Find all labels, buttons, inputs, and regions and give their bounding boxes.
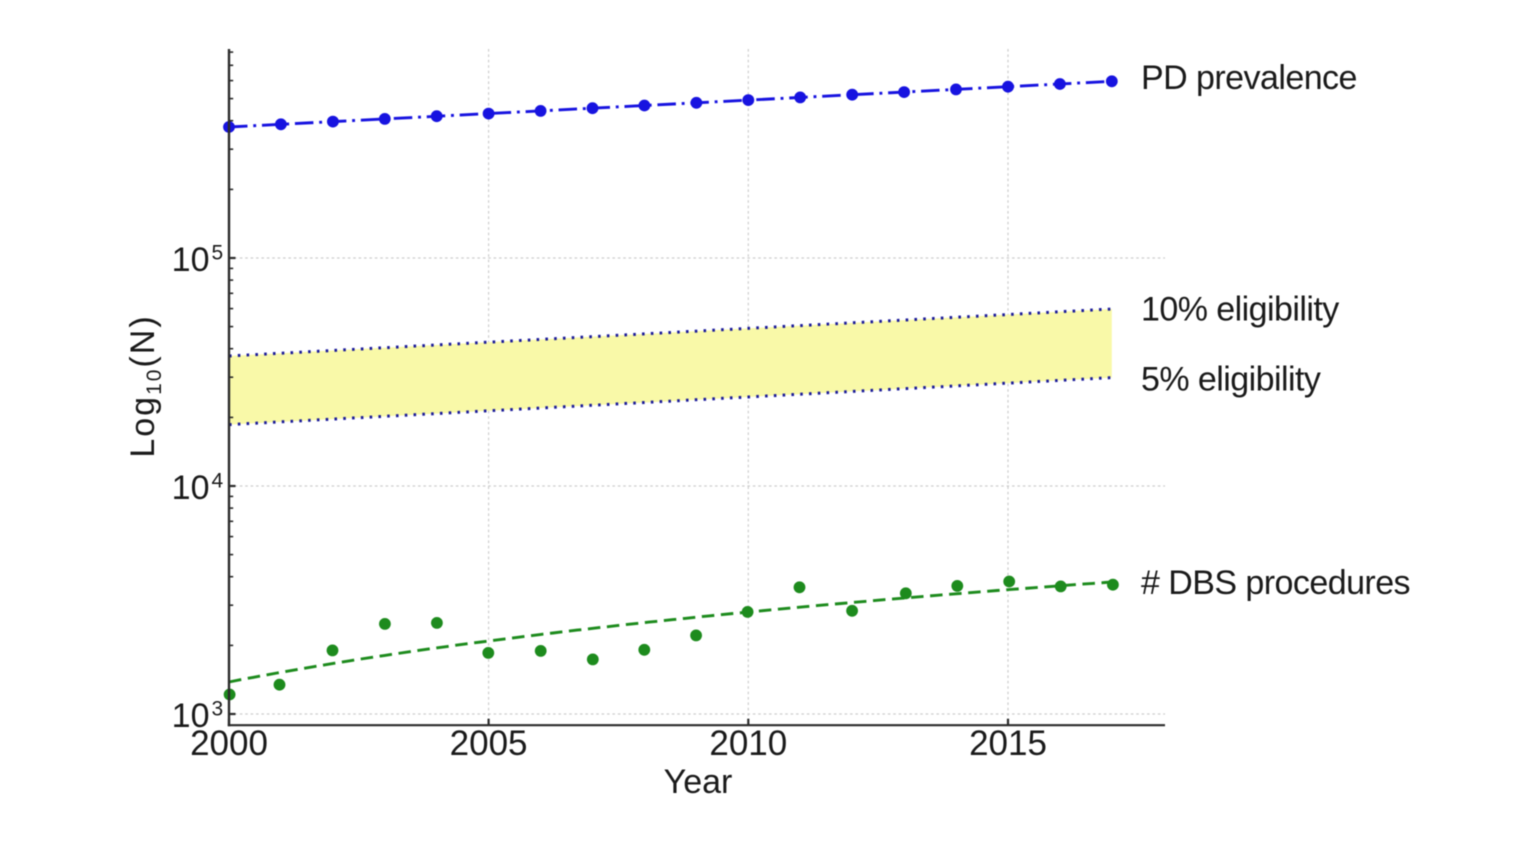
svg-text:10: 10: [172, 697, 210, 735]
svg-text:5: 5: [212, 242, 224, 265]
svg-text:5% eligibility: 5% eligibility: [1141, 361, 1321, 399]
svg-text:PD prevalence: PD prevalence: [1141, 59, 1357, 97]
svg-text:2015: 2015: [969, 724, 1047, 763]
svg-text:3: 3: [212, 698, 224, 721]
svg-text:10: 10: [172, 469, 210, 507]
svg-text:# DBS procedures: # DBS procedures: [1141, 564, 1410, 602]
svg-text:Year: Year: [664, 763, 733, 801]
svg-text:10% eligibility: 10% eligibility: [1141, 291, 1339, 329]
svg-text:2010: 2010: [709, 724, 787, 763]
svg-text:4: 4: [212, 470, 224, 493]
svg-text:2005: 2005: [450, 724, 528, 763]
svg-text:10: 10: [172, 241, 210, 279]
svg-text:2000: 2000: [190, 724, 268, 763]
